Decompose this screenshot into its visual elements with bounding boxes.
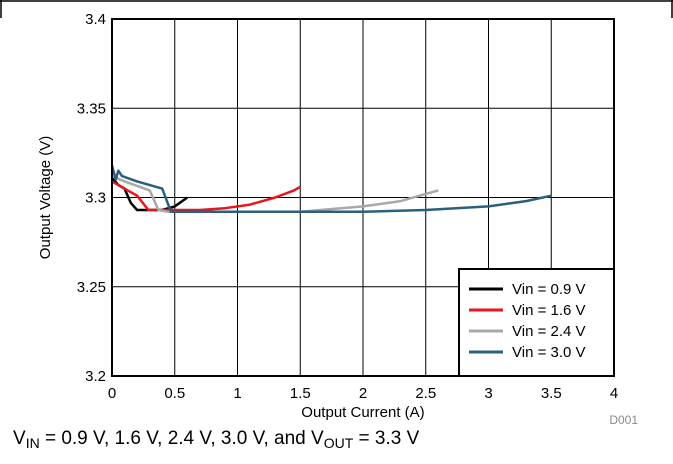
x-tick-label: 3 xyxy=(484,385,492,402)
y-tick-label: 3.3 xyxy=(85,190,106,207)
x-tick-label: 2.5 xyxy=(415,385,436,402)
plot-area-border xyxy=(111,18,615,377)
figure-tag: D001 xyxy=(609,413,638,427)
y-axis-title: Output Voltage (V) xyxy=(37,136,54,259)
legend: Vin = 0.9 V Vin = 1.6 V Vin = 2.4 V Vin = 3… xyxy=(458,268,615,377)
legend-box xyxy=(458,268,615,377)
legend-label: Vin = 1.6 V xyxy=(512,302,586,319)
caption-vin-subscript: IN xyxy=(25,435,40,451)
y-tick-label: 3.35 xyxy=(77,100,106,117)
legend-label: Vin = 2.4 V xyxy=(512,323,586,340)
series-line xyxy=(111,177,189,212)
legend-label: Vin = 0.9 V xyxy=(512,281,586,298)
x-tick-label: 1.5 xyxy=(290,385,311,402)
x-tick-label: 0.5 xyxy=(164,385,185,402)
series-lines xyxy=(110,165,552,214)
tick-labels: 0 0.5 1 1.5 2 2.5 3 3.5 4 3.2 3.25 3.3 3.35 3.4 xyxy=(77,11,618,402)
series-line xyxy=(111,180,301,212)
series-line xyxy=(110,165,552,214)
x-tick-label: 4 xyxy=(610,385,618,402)
x-tick-label: 3.5 xyxy=(541,385,562,402)
caption-vout-subscript: OUT xyxy=(323,435,354,451)
x-tick-label: 1 xyxy=(233,385,241,402)
figure-caption: VIN = 0.9 V, 1.6 V, 2.4 V, 3.0 V, and VO… xyxy=(13,428,419,451)
x-axis-title: Output Current (A) xyxy=(301,404,424,421)
legend-label: Vin = 3.0 V xyxy=(512,344,586,361)
series-line xyxy=(111,174,439,214)
caption-vin-symbol: V xyxy=(13,428,26,449)
x-tick-label: 2 xyxy=(359,385,367,402)
caption-middle-text: = 0.9 V, 1.6 V, 2.4 V, 3.0 V, and V xyxy=(39,428,324,449)
y-tick-label: 3.25 xyxy=(77,279,106,296)
x-tick-label: 0 xyxy=(108,385,116,402)
caption-end-text: = 3.3 V xyxy=(353,428,420,449)
y-tick-label: 3.4 xyxy=(85,11,106,28)
y-tick-label: 3.2 xyxy=(85,368,106,385)
